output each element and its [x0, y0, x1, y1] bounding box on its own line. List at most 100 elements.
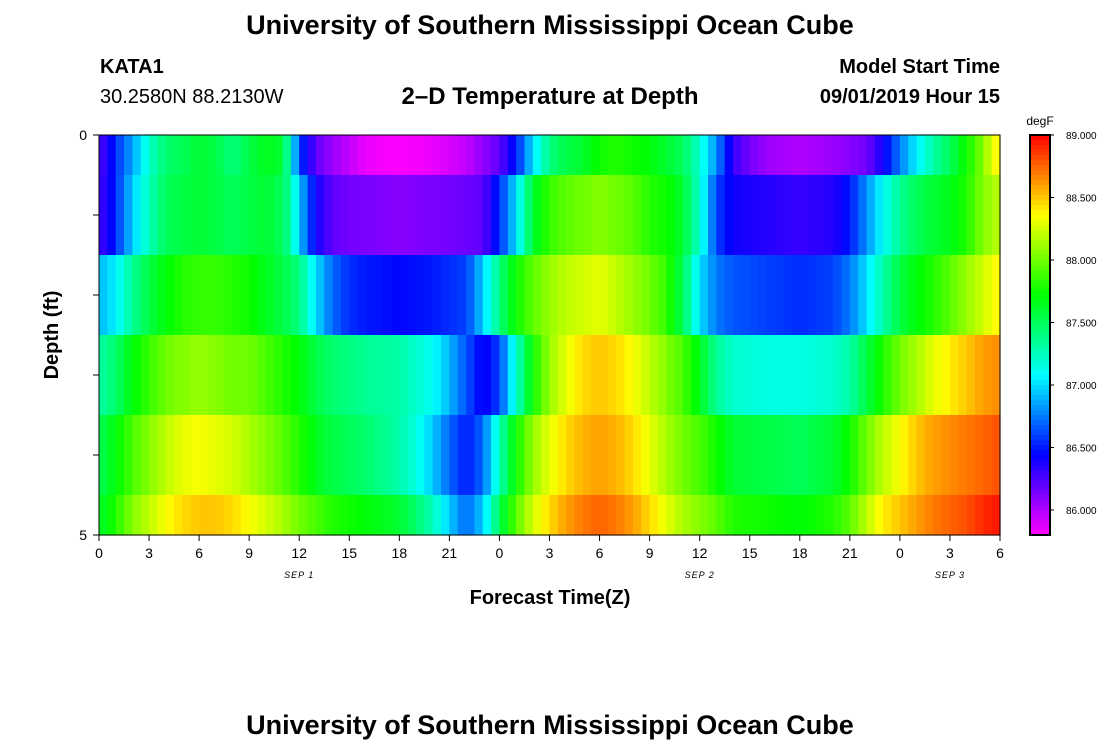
- heatmap-cell: [916, 495, 926, 536]
- heatmap-cell: [774, 335, 784, 416]
- colorbar-swatch: [1030, 440, 1050, 446]
- heatmap-cell: [766, 135, 776, 176]
- heatmap-cell: [766, 415, 776, 496]
- heatmap-cell: [682, 335, 692, 416]
- colorbar-swatch: [1030, 430, 1050, 436]
- heatmap-cell: [199, 175, 209, 256]
- colorbar-swatch: [1030, 420, 1050, 426]
- colorbar-swatch: [1030, 165, 1050, 171]
- heatmap-cell: [491, 495, 501, 536]
- heatmap-cell: [716, 175, 726, 256]
- heatmap-cell: [207, 495, 217, 536]
- heatmap-cell: [232, 495, 242, 536]
- x-tick-label: 3: [946, 545, 954, 561]
- colorbar-swatch: [1030, 330, 1050, 336]
- heatmap-cell: [691, 335, 701, 416]
- heatmap-cell: [482, 255, 492, 336]
- heatmap-cell: [174, 255, 184, 336]
- heatmap-cell: [424, 495, 434, 536]
- axes: 0 3 6 9 12 15 18 21 0 3 6 9 12 15 18 21 0 3 6 SEP 1 SEP 2 SEP…: [79, 127, 1004, 580]
- heatmap-cell: [991, 175, 1001, 256]
- heatmap-cell: [124, 495, 133, 536]
- heatmap-cell: [132, 135, 142, 176]
- heatmap-cell: [724, 255, 734, 336]
- heatmap-cell: [841, 335, 851, 416]
- heatmap-cell: [374, 255, 384, 336]
- heatmap-cell: [199, 255, 209, 336]
- heatmap-cell: [407, 415, 417, 496]
- heatmap-cell: [891, 335, 901, 416]
- page-title: University of Southern Mississippi Ocean…: [246, 10, 854, 40]
- heatmap-cell: [924, 175, 934, 256]
- heatmap-cell: [549, 415, 559, 496]
- colorbar-swatch: [1030, 205, 1050, 211]
- heatmap-cell: [274, 335, 284, 416]
- colorbar-swatch: [1030, 460, 1050, 466]
- heatmap-cell: [215, 255, 225, 336]
- x-tick-label: 0: [95, 545, 103, 561]
- heatmap-cell: [816, 495, 826, 536]
- heatmap-cell: [382, 495, 392, 536]
- heatmap-cell: [274, 175, 284, 256]
- heatmap-cell: [140, 175, 150, 256]
- heatmap-cell: [249, 415, 259, 496]
- heatmap-cell: [215, 135, 225, 176]
- heatmap-cell: [908, 255, 918, 336]
- heatmap-cell: [649, 415, 659, 496]
- heatmap-cell: [457, 495, 467, 536]
- heatmap-cell: [883, 495, 893, 536]
- colorbar-swatch: [1030, 155, 1050, 161]
- colorbar-swatch: [1030, 230, 1050, 236]
- heatmap-cell: [916, 415, 926, 496]
- heatmap-cell: [682, 175, 692, 256]
- heatmap-cell: [374, 335, 384, 416]
- heatmap-cell: [841, 135, 851, 176]
- heatmap-cell: [582, 495, 592, 536]
- heatmap-cell: [582, 335, 592, 416]
- heatmap-cell: [933, 335, 943, 416]
- heatmap-cell: [657, 255, 667, 336]
- heatmap-cell: [140, 335, 150, 416]
- heatmap-cell: [991, 495, 1001, 536]
- heatmap-cell: [733, 255, 742, 336]
- colorbar-swatch: [1030, 385, 1050, 391]
- heatmap-cell: [833, 255, 843, 336]
- heatmap-cell: [657, 175, 667, 256]
- heatmap-cell: [799, 175, 809, 256]
- heatmap-cell: [207, 335, 217, 416]
- heatmap-cell: [224, 415, 234, 496]
- heatmap-cell: [507, 135, 517, 176]
- heatmap-cell: [240, 175, 250, 256]
- heatmap-cell: [157, 415, 167, 496]
- heatmap-cell: [499, 135, 509, 176]
- heatmap-cell: [274, 495, 284, 536]
- heatmap-cell: [332, 495, 342, 536]
- heatmap-cell: [240, 135, 250, 176]
- heatmap-cell: [749, 415, 759, 496]
- heatmap-cell: [632, 135, 642, 176]
- heatmap-cell: [282, 415, 292, 496]
- heatmap-cell: [224, 495, 234, 536]
- heatmap-cell: [949, 415, 959, 496]
- heatmap-cell: [599, 335, 609, 416]
- chart-title: 2–D Temperature at Depth: [401, 83, 699, 110]
- heatmap-cell: [357, 495, 367, 536]
- heatmap-cell: [432, 255, 442, 336]
- heatmap-cell: [374, 175, 384, 256]
- heatmap-cell: [132, 175, 142, 256]
- heatmap-cell: [474, 255, 484, 336]
- heatmap-cell: [257, 335, 267, 416]
- heatmap-cell: [441, 335, 450, 416]
- heatmap-cell: [974, 175, 984, 256]
- heatmap-cell: [958, 415, 968, 496]
- heatmap-cell: [324, 175, 334, 256]
- heatmap-cell: [157, 335, 167, 416]
- heatmap-cell: [249, 495, 259, 536]
- heatmap-cell: [299, 135, 309, 176]
- heatmap-cell: [115, 135, 125, 176]
- heatmap-cell: [933, 415, 943, 496]
- heatmap-cell: [466, 135, 476, 176]
- heatmap-cell: [841, 175, 851, 256]
- heatmap-cell: [257, 135, 267, 176]
- heatmap-cell: [774, 255, 784, 336]
